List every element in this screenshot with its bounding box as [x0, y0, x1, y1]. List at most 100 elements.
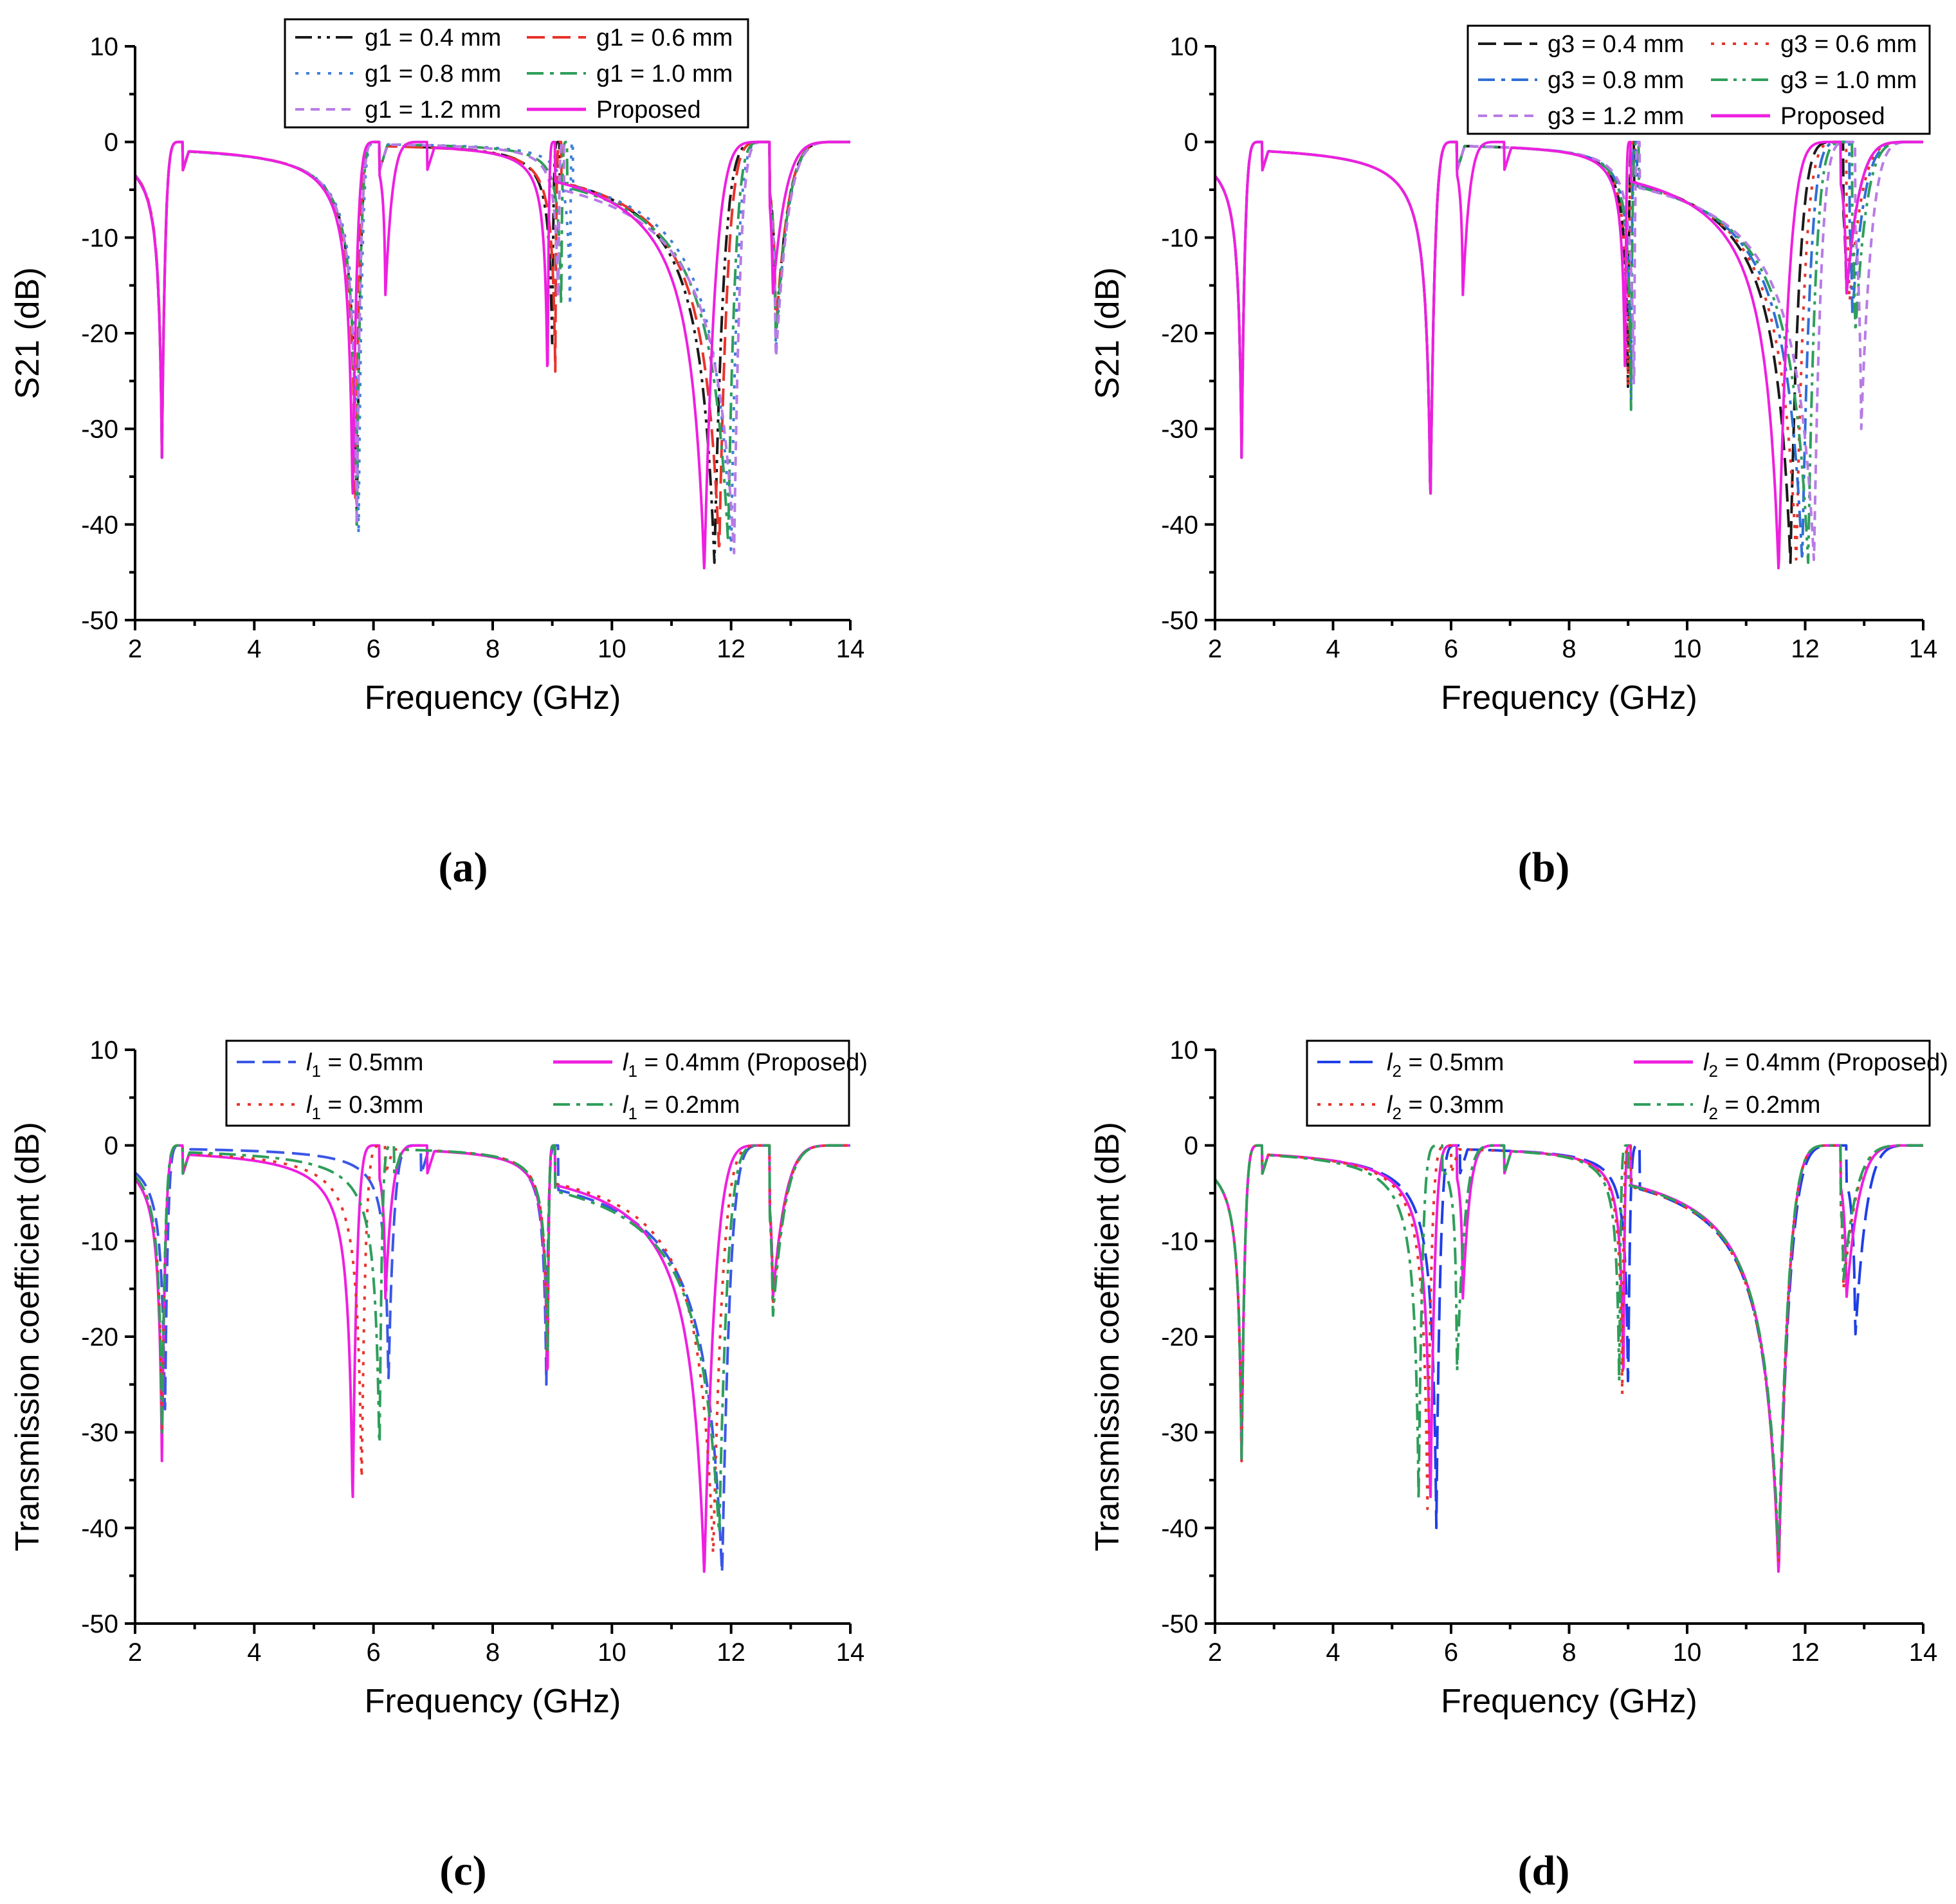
legend-label: Proposed [1780, 103, 1885, 130]
y-tick-label: -50 [1161, 607, 1198, 635]
y-tick-label: -30 [81, 416, 118, 444]
x-tick-label: 14 [1909, 1638, 1938, 1667]
chart-panel-1: 10 0 -10 -20 -30 -40 -50 2 4 6 8 10 12 14 Frequency (G… [9, 18, 865, 891]
y-tick-label: -10 [81, 224, 118, 252]
x-tick-label: 8 [1562, 635, 1576, 663]
x-tick-label: 4 [1326, 635, 1340, 663]
series-group [135, 140, 850, 570]
y-tick-label: 0 [104, 129, 118, 157]
x-tick-label: 2 [128, 635, 142, 663]
x-tick-label: 6 [367, 1638, 381, 1667]
y-tick-label: 10 [90, 1036, 119, 1065]
x-tick-label: 10 [1673, 635, 1702, 663]
series-line-3 [1215, 140, 1923, 558]
y-tick-label: -20 [81, 1323, 118, 1351]
x-axis-title: Frequency (GHz) [365, 679, 621, 717]
x-tick-label: 8 [486, 1638, 500, 1667]
legend: l2 = 0.5mm l2 = 0.4mm (Proposed) l2 = 0.3m… [1306, 1039, 1948, 1127]
x-tick-label: 4 [247, 1638, 261, 1667]
series-line-5 [135, 140, 850, 554]
legend-label: Proposed [596, 96, 701, 124]
x-tick-label: 6 [1444, 635, 1458, 663]
legend: l1 = 0.5mm l1 = 0.4mm (Proposed) l1 = 0.3m… [225, 1039, 868, 1127]
x-tick-label: 10 [598, 635, 626, 663]
legend-label: g3 = 0.6 mm [1780, 31, 1917, 58]
chart-panel-2: 10 0 -10 -20 -30 -40 -50 2 4 6 8 10 12 14 Frequency (G… [1089, 24, 1938, 891]
x-tick-label: 2 [1208, 635, 1222, 663]
x-tick-label: 4 [247, 635, 261, 663]
x-tick-label: 12 [717, 1638, 745, 1667]
legend-label: l2 = 0.4mm (Proposed) [1703, 1049, 1948, 1081]
legend-label: l2 = 0.3mm [1387, 1092, 1504, 1123]
x-axis-title: Frequency (GHz) [365, 1683, 621, 1720]
y-tick-label: 0 [1184, 129, 1198, 157]
series-group [135, 1144, 850, 1574]
y-tick-label: -50 [81, 1610, 118, 1638]
y-tick-label: -30 [1161, 416, 1198, 444]
y-tick-label: -10 [81, 1227, 118, 1256]
x-axis-title: Frequency (GHz) [1441, 679, 1697, 717]
panel-caption: (b) [1518, 844, 1570, 891]
y-axis-title: S21 (dB) [1089, 267, 1126, 399]
x-tick-label: 6 [1444, 1638, 1458, 1667]
x-tick-label: 2 [128, 1638, 142, 1667]
legend-label: g1 = 0.8 mm [365, 60, 501, 87]
y-axis-title: S21 (dB) [9, 267, 46, 399]
legend-label: g1 = 1.0 mm [596, 60, 733, 87]
legend: g3 = 0.4 mm g3 = 0.6 mm g3 = 0.8 mm g3 = 1.… [1467, 24, 1931, 135]
x-tick-label: 12 [717, 635, 745, 663]
y-tick-label: -40 [1161, 1514, 1198, 1542]
x-tick-label: 14 [1909, 635, 1938, 663]
x-tick-label: 14 [836, 635, 865, 663]
legend-label: g1 = 0.6 mm [596, 24, 733, 51]
y-tick-label: -40 [81, 511, 118, 539]
y-axis-title: Transmission coefficient (dB) [1089, 1122, 1126, 1552]
y-axis-title: Transmission coefficient (dB) [9, 1122, 46, 1552]
y-tick-label: 10 [1170, 1036, 1199, 1065]
panel-caption: (d) [1518, 1847, 1570, 1894]
chart-panel-4: 10 0 -10 -20 -30 -40 -50 2 4 6 8 10 12 14 Frequency (G… [1089, 1036, 1948, 1894]
y-tick-label: 0 [104, 1132, 118, 1160]
legend-box [284, 18, 749, 129]
x-tick-label: 12 [1791, 635, 1820, 663]
y-tick-label: -20 [1161, 320, 1198, 348]
x-tick-label: 10 [1673, 1638, 1702, 1667]
legend-box [1306, 1039, 1931, 1127]
series-group [1215, 1144, 1923, 1573]
legend-label: g3 = 0.4 mm [1548, 31, 1684, 58]
x-axis-title: Frequency (GHz) [1441, 1683, 1697, 1720]
y-tick-label: -30 [1161, 1419, 1198, 1447]
x-tick-label: 8 [1562, 1638, 1576, 1667]
legend: g1 = 0.4 mm g1 = 0.6 mm g1 = 0.8 mm g1 = 1.… [284, 18, 749, 129]
y-tick-label: -50 [81, 607, 118, 635]
y-tick-label: 10 [1170, 33, 1199, 61]
legend-label: l1 = 0.2mm [623, 1092, 740, 1123]
panel-caption: (a) [439, 844, 488, 891]
y-tick-label: -30 [81, 1419, 118, 1447]
legend-label: g3 = 0.8 mm [1548, 67, 1684, 94]
y-tick-label: -20 [1161, 1323, 1198, 1351]
x-tick-label: 8 [486, 635, 500, 663]
x-tick-label: 6 [367, 635, 381, 663]
legend-label: l2 = 0.5mm [1387, 1049, 1504, 1081]
series-line-4 [1215, 1144, 1923, 1555]
series-line-6 [1215, 140, 1923, 570]
legend-label: g1 = 1.2 mm [365, 96, 501, 124]
y-tick-label: -10 [1161, 1227, 1198, 1256]
legend-label: l1 = 0.5mm [306, 1049, 423, 1081]
x-tick-label: 4 [1326, 1638, 1340, 1667]
legend-box [225, 1039, 850, 1127]
legend-label: g1 = 0.4 mm [365, 24, 501, 51]
series-group [1215, 140, 1923, 570]
panel-caption: (c) [439, 1847, 486, 1894]
y-tick-label: -50 [1161, 1610, 1198, 1638]
x-tick-label: 2 [1208, 1638, 1222, 1667]
legend-label: l2 = 0.2mm [1703, 1092, 1820, 1123]
legend-label: l1 = 0.4mm (Proposed) [623, 1049, 868, 1081]
series-line-6 [135, 140, 850, 570]
legend-label: g3 = 1.0 mm [1780, 67, 1917, 94]
y-tick-label: 0 [1184, 1132, 1198, 1160]
x-tick-label: 10 [598, 1638, 626, 1667]
